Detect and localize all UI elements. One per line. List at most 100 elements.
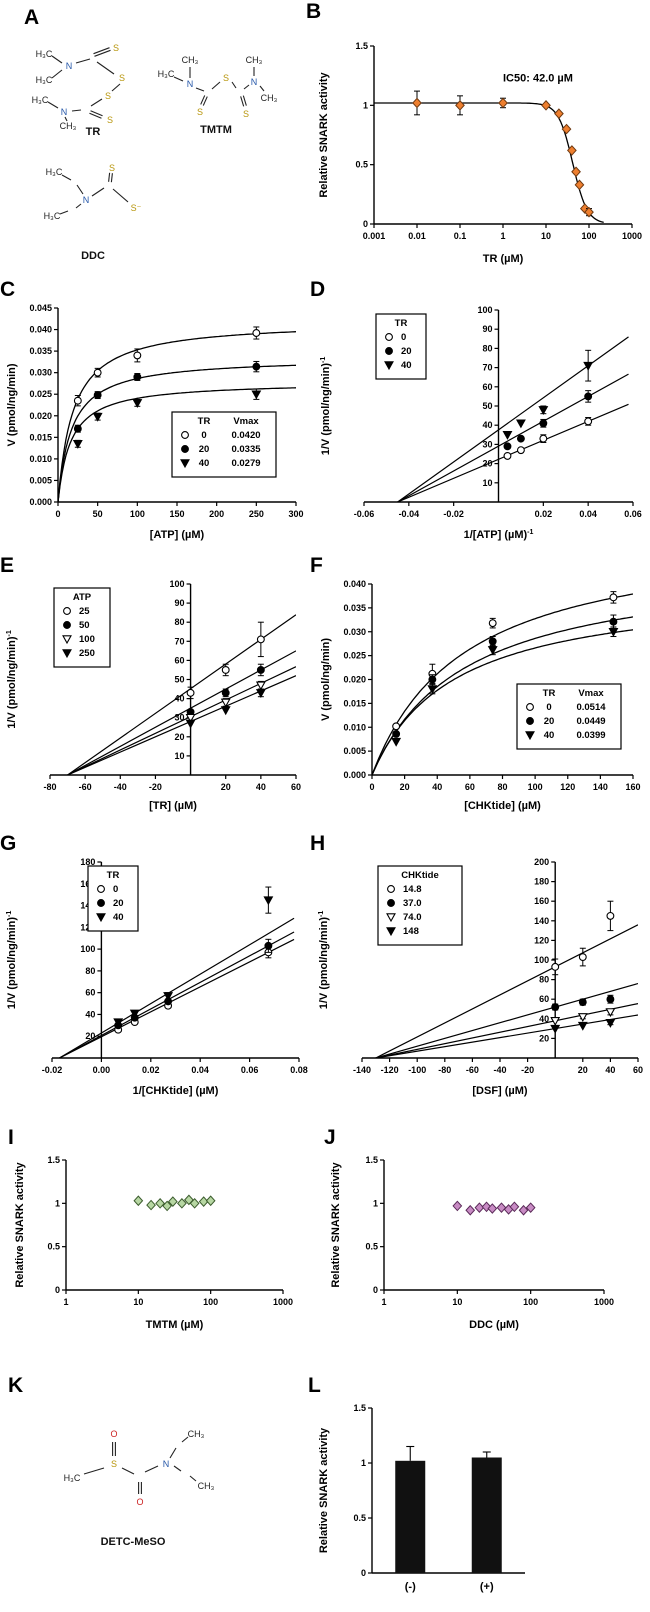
svg-text:S: S [109, 163, 115, 173]
svg-text:60: 60 [85, 988, 95, 998]
svg-text:1/V (pmol/ng/min)-1: 1/V (pmol/ng/min)-1 [318, 911, 330, 1010]
svg-text:100: 100 [80, 944, 95, 954]
svg-text:140: 140 [593, 782, 608, 792]
svg-text:1/V (pmol/ng/min)-1: 1/V (pmol/ng/min)-1 [320, 357, 332, 456]
svg-text:1/V (pmol/ng/min)-1: 1/V (pmol/ng/min)-1 [6, 911, 18, 1010]
panel-label-d: D [310, 278, 326, 301]
svg-text:100: 100 [534, 955, 549, 965]
svg-text:1: 1 [373, 1198, 378, 1208]
svg-text:1000: 1000 [594, 1297, 614, 1307]
svg-text:1: 1 [500, 231, 505, 241]
svg-text:-20: -20 [149, 782, 162, 792]
svg-text:300: 300 [288, 509, 303, 519]
svg-text:40: 40 [401, 360, 412, 371]
panel-label-h: H [310, 832, 326, 855]
svg-text:80: 80 [482, 343, 492, 353]
svg-text:IC50: 42.0 µM: IC50: 42.0 µM [503, 73, 573, 85]
svg-text:TR (µM): TR (µM) [483, 253, 524, 265]
svg-text:Relative SNARK activity: Relative SNARK activity [330, 1161, 342, 1287]
svg-text:0: 0 [55, 1285, 60, 1295]
svg-text:80: 80 [85, 966, 95, 976]
svg-text:60: 60 [465, 782, 475, 792]
svg-text:1000: 1000 [273, 1297, 293, 1307]
svg-text:180: 180 [80, 857, 95, 867]
svg-text:60: 60 [482, 382, 492, 392]
svg-text:-60: -60 [79, 782, 92, 792]
svg-text:S: S [107, 115, 113, 125]
svg-text:[CHKtide] (µM): [CHKtide] (µM) [464, 800, 541, 812]
svg-text:50: 50 [79, 620, 90, 631]
svg-text:0.06: 0.06 [241, 1065, 259, 1075]
panel-label-c: C [0, 278, 16, 301]
svg-text:O: O [110, 1429, 117, 1439]
svg-text:40: 40 [544, 730, 555, 741]
svg-text:0.015: 0.015 [29, 432, 52, 442]
svg-text:0.02: 0.02 [535, 509, 553, 519]
svg-text:-40: -40 [493, 1065, 506, 1075]
svg-text:S: S [119, 73, 125, 83]
molecule-name-ddc: DDC [81, 250, 105, 262]
svg-text:10: 10 [133, 1297, 143, 1307]
svg-text:20: 20 [482, 459, 492, 469]
svg-text:CH₃: CH₃ [198, 1481, 215, 1491]
svg-text:0.0399: 0.0399 [576, 730, 605, 741]
svg-text:40: 40 [539, 1014, 549, 1024]
svg-text:N: N [163, 1459, 170, 1469]
svg-text:-140: -140 [353, 1065, 371, 1075]
svg-text:1/[CHKtide] (µM): 1/[CHKtide] (µM) [133, 1085, 219, 1097]
svg-text:H₃C: H₃C [46, 167, 63, 177]
svg-text:[TR] (µM): [TR] (µM) [149, 800, 197, 812]
svg-text:30: 30 [482, 439, 492, 449]
svg-text:20: 20 [400, 782, 410, 792]
svg-text:1: 1 [63, 1297, 68, 1307]
svg-text:0.00: 0.00 [93, 1065, 111, 1075]
svg-text:100: 100 [523, 1297, 538, 1307]
svg-text:-40: -40 [114, 782, 127, 792]
svg-text:0: 0 [546, 702, 551, 713]
svg-text:0: 0 [201, 430, 206, 441]
svg-text:-0.04: -0.04 [399, 509, 420, 519]
svg-text:160: 160 [625, 782, 640, 792]
svg-text:0.025: 0.025 [343, 651, 366, 661]
svg-text:60: 60 [539, 994, 549, 1004]
svg-text:CH₃: CH₃ [182, 55, 199, 65]
svg-text:100: 100 [203, 1297, 218, 1307]
svg-text:1: 1 [361, 1458, 366, 1468]
svg-text:0: 0 [373, 1285, 378, 1295]
svg-text:0.0514: 0.0514 [576, 702, 606, 713]
svg-text:20: 20 [199, 444, 210, 455]
svg-text:70: 70 [175, 636, 185, 646]
svg-text:0.040: 0.040 [343, 579, 366, 589]
svg-text:1000: 1000 [622, 231, 642, 241]
svg-text:0.010: 0.010 [343, 722, 366, 732]
svg-text:10: 10 [482, 478, 492, 488]
svg-text:0.0335: 0.0335 [231, 444, 261, 455]
svg-text:200: 200 [534, 857, 549, 867]
svg-text:100: 100 [528, 782, 543, 792]
svg-text:50: 50 [482, 401, 492, 411]
svg-text:CH₃: CH₃ [261, 93, 278, 103]
svg-text:TR: TR [198, 416, 211, 427]
svg-text:100: 100 [477, 305, 492, 315]
svg-text:-80: -80 [43, 782, 56, 792]
svg-text:0.030: 0.030 [29, 368, 52, 378]
svg-text:80: 80 [539, 975, 549, 985]
panel-label-g: G [0, 832, 17, 855]
svg-text:0.0420: 0.0420 [231, 430, 260, 441]
svg-text:0.040: 0.040 [29, 325, 52, 335]
svg-text:-20: -20 [521, 1065, 534, 1075]
svg-text:0: 0 [361, 1568, 366, 1578]
svg-text:S: S [197, 107, 203, 117]
svg-text:25: 25 [79, 606, 90, 617]
svg-text:90: 90 [175, 598, 185, 608]
svg-text:120: 120 [560, 782, 575, 792]
svg-text:0.015: 0.015 [343, 698, 366, 708]
svg-text:20: 20 [401, 346, 412, 357]
svg-text:N: N [61, 107, 68, 117]
molecule-name-tmtm: TMTM [200, 124, 232, 136]
svg-text:30: 30 [175, 713, 185, 723]
svg-text:S⁻: S⁻ [131, 203, 142, 213]
chart-tmtm-dose-response: 1 10 100 1000 0 0.5 1 1.5 TMTM (µM) Relative SNAR… [14, 1155, 293, 1331]
svg-text:0.02: 0.02 [142, 1065, 160, 1075]
